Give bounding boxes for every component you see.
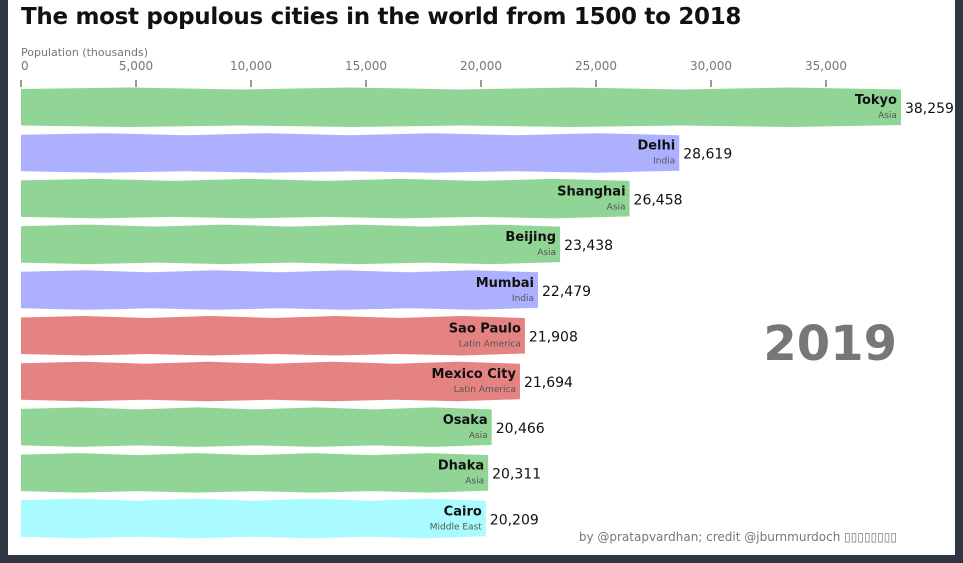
bar-value-label: 21,908 <box>529 330 578 346</box>
bar-city-label: Dhaka <box>438 459 484 474</box>
bar-city-label: Tokyo <box>855 93 897 108</box>
bar-value-label: 23,438 <box>564 238 613 254</box>
bar-group: Mumbai India 22,479 <box>21 270 591 310</box>
bar-city-label: Mumbai <box>476 276 534 291</box>
bar-value-label: 21,694 <box>524 375 573 391</box>
bar-region-label: Asia <box>607 202 626 212</box>
bar-city-label: Mexico City <box>432 367 517 382</box>
bar-group: Dhaka Asia 20,311 <box>21 453 541 493</box>
bar-city-label: Shanghai <box>557 184 625 199</box>
bar-value-label: 26,458 <box>634 192 683 208</box>
bar-city-label: Osaka <box>443 413 488 428</box>
bar <box>21 87 901 127</box>
bar-region-label: Asia <box>537 248 556 258</box>
x-tick-label: 25,000 <box>575 59 617 73</box>
bar-region-label: Asia <box>465 477 484 487</box>
bar-group: Sao Paulo Latin America 21,908 <box>21 316 578 356</box>
bar-region-label: Latin America <box>454 385 516 395</box>
bar <box>21 407 492 447</box>
bar-region-label: Latin America <box>459 340 521 350</box>
bar-region-label: Middle East <box>430 522 482 532</box>
chart-title: The most populous cities in the world fr… <box>21 4 742 30</box>
bar-group: Mexico City Latin America 21,694 <box>21 361 573 402</box>
bar-group: Beijing Asia 23,438 <box>21 224 613 265</box>
bar-value-label: 20,209 <box>490 512 539 528</box>
x-tick-label: 20,000 <box>460 59 502 73</box>
bar-group: Cairo Middle East 20,209 <box>21 498 539 539</box>
bar <box>21 133 680 173</box>
bar <box>21 224 561 265</box>
bar <box>21 178 630 219</box>
x-tick-label: 15,000 <box>345 59 387 73</box>
bar-group: Shanghai Asia 26,458 <box>21 178 683 219</box>
x-tick-label: 10,000 <box>230 59 272 73</box>
bar-group: Delhi India 28,619 <box>21 133 732 173</box>
bar-city-label: Beijing <box>505 230 556 245</box>
bar-region-label: Asia <box>469 431 488 441</box>
bar-city-label: Sao Paulo <box>449 322 521 337</box>
bar-group: Tokyo Asia 38,259 <box>21 87 954 127</box>
x-tick-label: 35,000 <box>805 59 847 73</box>
bar-group: Osaka Asia 20,466 <box>21 407 545 447</box>
bar-city-label: Cairo <box>444 504 482 519</box>
bar-value-label: 38,259 <box>905 101 954 117</box>
bar <box>21 270 539 310</box>
bar-value-label: 22,479 <box>542 284 591 300</box>
bar-region-label: India <box>512 294 534 304</box>
bar-value-label: 20,466 <box>496 421 545 437</box>
x-tick-label: 0 <box>21 59 29 73</box>
bar-value-label: 20,311 <box>492 467 541 483</box>
credit-text: by @pratapvardhan; credit @jburnmurdoch … <box>579 530 897 544</box>
x-tick-label: 5,000 <box>119 59 153 73</box>
x-tick-label: 30,000 <box>690 59 732 73</box>
year-label: 2019 <box>763 316 897 372</box>
bar <box>21 316 525 356</box>
bar-region-label: Asia <box>878 111 897 121</box>
x-axis-label: Population (thousands) <box>21 46 148 59</box>
bar-value-label: 28,619 <box>683 147 732 163</box>
bar <box>21 453 489 493</box>
bar-city-label: Delhi <box>637 139 675 154</box>
bar <box>21 361 520 402</box>
bar <box>21 498 486 539</box>
bar-region-label: India <box>653 157 675 167</box>
